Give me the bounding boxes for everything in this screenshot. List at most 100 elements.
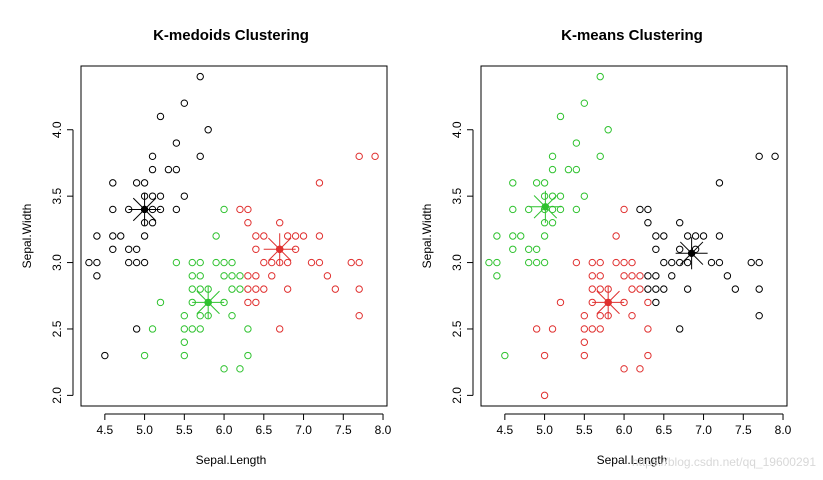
scatter-point <box>93 272 101 280</box>
scatter-point <box>683 285 692 293</box>
scatter-point <box>715 232 724 240</box>
scatter-point <box>196 152 204 161</box>
scatter-point <box>355 285 363 293</box>
scatter-point <box>140 351 149 360</box>
scatter-point <box>493 258 501 267</box>
scatter-point <box>331 285 340 293</box>
scatter-point <box>299 232 308 240</box>
scatter-point <box>524 258 533 267</box>
x-axis-label: Sepal.Length <box>597 453 668 467</box>
scatter-point <box>148 152 157 161</box>
scatter-point <box>228 258 236 267</box>
scatter-point <box>109 205 117 214</box>
scatter-point <box>180 351 189 360</box>
scatter-point <box>180 325 189 333</box>
scatter-point <box>315 179 324 187</box>
cluster-centers <box>529 190 708 319</box>
scatter-point <box>220 365 228 373</box>
scatter-point <box>556 192 565 200</box>
scatter-point <box>540 391 549 400</box>
scatter-point <box>196 258 204 267</box>
scatter-point <box>236 205 244 214</box>
scatter-point <box>212 258 220 267</box>
scatter-point <box>620 205 628 214</box>
scatter-point <box>371 152 379 161</box>
x-tick-label: 6.0 <box>616 423 633 437</box>
scatter-point <box>660 258 668 267</box>
scatter-point <box>283 258 292 267</box>
scatter-point <box>652 245 660 253</box>
scatter-point <box>620 258 628 267</box>
scatter-point <box>652 232 660 240</box>
x-tick-label: 7.5 <box>335 423 352 437</box>
scatter-point <box>236 365 244 373</box>
scatter-point <box>244 298 252 307</box>
scatter-point <box>723 272 732 280</box>
scatter-point <box>140 179 149 187</box>
scatter-point <box>180 338 189 346</box>
scatter-point <box>220 205 228 214</box>
scatter-point <box>636 285 644 293</box>
scatter-point <box>252 298 260 307</box>
x-tick-label: 8.0 <box>775 423 792 437</box>
scatter-point <box>668 258 676 267</box>
scatter-point <box>707 258 716 267</box>
scatter-point <box>731 285 740 293</box>
scatter-point <box>196 285 204 293</box>
scatter-point <box>548 219 557 227</box>
scatter-point <box>180 311 189 320</box>
scatter-point <box>572 139 581 147</box>
x-axis-label: Sepal.Length <box>196 453 267 467</box>
scatter-point <box>556 112 565 121</box>
scatter-point <box>540 192 549 200</box>
scatter-point <box>532 258 541 267</box>
x-tick-label: 6.5 <box>255 423 272 437</box>
y-axis-label: Sepal.Width <box>20 204 34 269</box>
scatter-point <box>755 258 763 267</box>
watermark-text: https://blog.csdn.net/qq_19600291 <box>632 455 816 469</box>
scatter-point <box>691 232 700 240</box>
scatter-point <box>228 272 236 280</box>
scatter-point <box>93 258 101 267</box>
plot-frame <box>480 65 788 407</box>
scatter-point <box>668 272 676 280</box>
scatter-point <box>307 258 316 267</box>
scatter-point <box>148 325 157 333</box>
scatter-point <box>283 232 292 240</box>
scatter-point <box>755 285 763 293</box>
scatter-point <box>188 285 196 293</box>
scatter-point <box>85 258 93 267</box>
scatter-point <box>180 192 189 200</box>
scatter-point <box>683 258 692 267</box>
x-tick-label: 7.0 <box>295 423 312 437</box>
scatter-point <box>596 258 604 267</box>
scatter-point <box>509 245 517 253</box>
scatter-point <box>268 258 276 267</box>
scatter-point <box>244 285 252 293</box>
scatter-point <box>644 272 652 280</box>
scatter-point <box>715 258 724 267</box>
scatter-point <box>180 99 189 107</box>
scatter-point <box>660 232 668 240</box>
x-tick-label: 7.5 <box>735 423 752 437</box>
scatter-point <box>588 258 596 267</box>
y-axis: 2.0 2.5 3.0 3.5 4.0 <box>450 121 474 404</box>
scatter-point <box>548 205 557 214</box>
scatter-point <box>156 192 165 200</box>
scatter-point <box>220 272 228 280</box>
scatter-point <box>644 285 652 293</box>
scatter-point <box>532 179 541 187</box>
panel-kmeans: K-means Clustering 4.5 5.0 5.5 6.0 6.5 7.0 7.5… <box>420 27 792 467</box>
scatter-point <box>596 72 604 81</box>
cluster-center-marker <box>263 233 296 266</box>
scatter-point <box>636 272 644 280</box>
scatter-point <box>771 152 779 161</box>
x-tick-label: 5.5 <box>576 423 593 437</box>
cluster-center-marker <box>675 237 708 270</box>
scatter-point <box>276 325 284 333</box>
x-tick-label: 4.5 <box>497 423 514 437</box>
x-tick-label: 5.0 <box>536 423 553 437</box>
chart-title: K-medoids Clustering <box>153 27 309 44</box>
scatter-point <box>244 325 252 333</box>
